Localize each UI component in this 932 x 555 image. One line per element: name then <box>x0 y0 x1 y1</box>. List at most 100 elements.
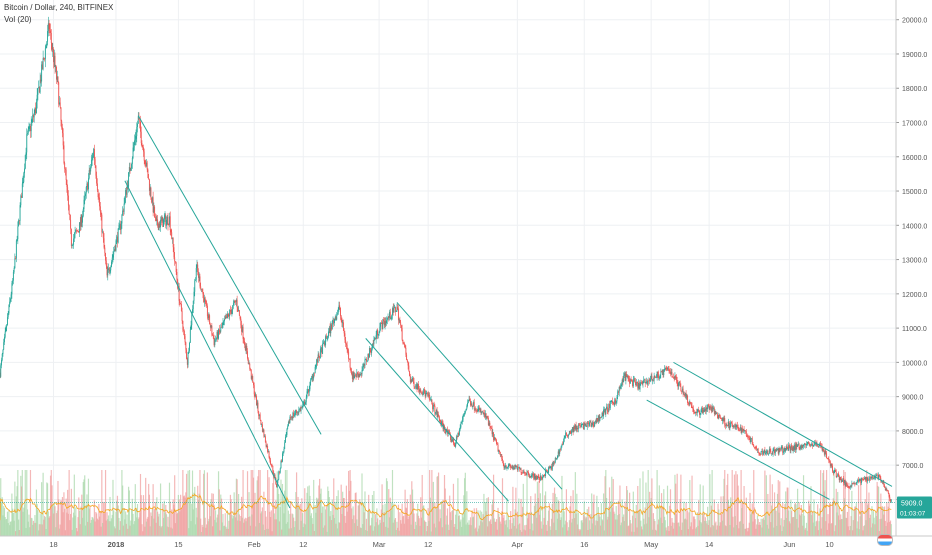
session-flag-icon <box>877 534 893 546</box>
time-tick-label: 14 <box>705 540 713 549</box>
candle-body <box>631 379 632 380</box>
candle-body <box>454 443 455 444</box>
candle-body <box>176 262 177 272</box>
candle-body <box>442 421 443 422</box>
candle-body <box>188 352 189 365</box>
price-axis[interactable]: 20000.019000.018000.017000.016000.015000… <box>896 0 927 536</box>
candle-body <box>842 480 843 482</box>
candle-body <box>343 322 344 331</box>
candle-body <box>421 393 422 394</box>
candle-body <box>306 397 307 402</box>
candle-body <box>521 468 522 472</box>
candle-body <box>13 272 14 281</box>
candle-body <box>106 261 107 266</box>
candle-body <box>563 441 564 444</box>
candle-body <box>390 312 391 319</box>
candle-body <box>111 262 112 267</box>
candle-body <box>507 467 508 468</box>
candle-body <box>332 321 333 330</box>
candle-body <box>362 370 363 374</box>
candle-body <box>86 187 87 193</box>
candle-body <box>455 443 456 447</box>
candle-body <box>110 270 111 271</box>
candle-body <box>240 319 241 326</box>
candle-body <box>603 410 604 417</box>
candle-body <box>623 376 624 382</box>
candle-body <box>646 382 647 383</box>
candle-body <box>848 486 849 487</box>
price-badge-value: 5909.0 <box>901 501 923 508</box>
candle-body <box>460 424 461 428</box>
candle-body <box>607 407 608 411</box>
candle-body <box>579 425 580 426</box>
candle-body <box>3 350 4 354</box>
candle-body <box>128 172 129 186</box>
candle-body <box>328 331 329 336</box>
candle-body <box>287 426 288 429</box>
candle-body <box>415 387 416 388</box>
candle-body <box>424 389 425 393</box>
candle-body <box>731 422 732 423</box>
candle-body <box>708 404 709 406</box>
volume-bar <box>709 474 710 536</box>
candle-body <box>209 315 210 324</box>
candle-body <box>112 257 113 261</box>
candle-body <box>183 330 184 331</box>
candle-body <box>348 352 349 359</box>
candle-body <box>660 375 661 378</box>
candle-body <box>710 407 711 408</box>
candle-body <box>68 196 69 206</box>
price-tick-label: 12000.0 <box>902 292 927 299</box>
candle-body <box>758 452 759 454</box>
candle-body <box>427 393 428 394</box>
candle-body <box>768 454 769 455</box>
candle-body <box>633 380 634 386</box>
candle-body <box>237 300 238 308</box>
candle-body <box>66 180 67 187</box>
candle-body <box>90 166 91 171</box>
candle-body <box>720 416 721 418</box>
candle-body <box>564 436 565 438</box>
candle-body <box>212 335 213 336</box>
candle-body <box>286 435 287 437</box>
candle-body <box>69 205 70 214</box>
candle-body <box>239 310 240 316</box>
candle-body <box>65 169 66 170</box>
candle-body <box>500 452 501 455</box>
time-tick-label: 2018 <box>108 540 125 549</box>
price-tick-label: 7000.0 <box>902 463 924 470</box>
candle-body <box>326 336 327 338</box>
candle-body <box>344 331 345 333</box>
candle-body <box>408 366 409 372</box>
candle-body <box>799 444 800 448</box>
candle-body <box>51 33 52 43</box>
candle-body <box>232 306 233 311</box>
candle-body <box>413 378 414 382</box>
candle-body <box>435 412 436 413</box>
candle-body <box>476 410 477 411</box>
candle-body <box>98 197 99 198</box>
candle-body <box>301 408 302 409</box>
candle-body <box>405 348 406 355</box>
candle-body <box>298 410 299 414</box>
candle-body <box>693 409 694 412</box>
candle-body <box>14 268 15 272</box>
candle-body <box>179 301 180 303</box>
candle-body <box>873 478 874 479</box>
candle-body <box>25 155 26 169</box>
candle-body <box>313 373 314 379</box>
candle-body <box>688 403 689 404</box>
candle-body <box>401 325 402 328</box>
candle-body <box>889 493 890 496</box>
candle-body <box>132 158 133 164</box>
candle-body <box>690 402 691 403</box>
candle-body <box>230 310 231 312</box>
candle-body <box>133 145 134 148</box>
candle-body <box>336 314 337 319</box>
candle-body <box>658 374 659 378</box>
candle-body <box>487 416 488 418</box>
candle-body <box>186 350 187 359</box>
